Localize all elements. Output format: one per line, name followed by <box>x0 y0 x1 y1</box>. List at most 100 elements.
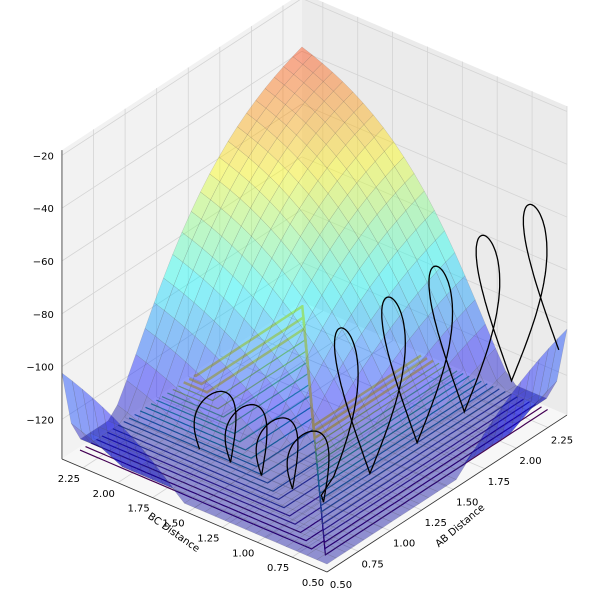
surface-patch <box>306 549 327 560</box>
surface-patch <box>190 459 211 471</box>
surface-patch <box>323 526 344 538</box>
surface-patch <box>275 367 296 404</box>
contour-line <box>178 338 440 446</box>
surface-patch <box>378 480 399 491</box>
surface-patch <box>354 124 375 148</box>
surface-patch <box>402 410 423 432</box>
surface-patch <box>301 497 322 509</box>
surface-patch <box>229 172 250 200</box>
surface-patch <box>250 475 271 487</box>
surface-patch <box>312 294 333 328</box>
surface-patch <box>389 282 409 317</box>
surface-patch <box>358 225 379 257</box>
surface-patch <box>247 120 268 144</box>
surface-patch <box>299 476 320 488</box>
surface-patch <box>193 278 214 313</box>
surface-patch <box>262 257 283 290</box>
surface-patch <box>368 243 389 275</box>
surface-patch <box>508 410 530 423</box>
grid-line <box>301 103 568 218</box>
surface-patch <box>239 181 260 209</box>
surface-patch <box>310 234 331 265</box>
back-right-pane <box>301 0 567 416</box>
surface-patch <box>429 375 450 412</box>
surface-patch <box>117 412 139 430</box>
grid-line <box>222 370 463 528</box>
surface-patch <box>214 509 235 521</box>
surface-patch <box>349 238 370 269</box>
surface-patch <box>373 412 394 440</box>
surface-patch <box>305 111 326 134</box>
surface-patch <box>338 473 359 484</box>
surface-patch <box>302 279 323 313</box>
surface-patch <box>415 219 436 251</box>
y-tick-label: 0.50 <box>302 578 324 589</box>
surface-patch <box>337 168 357 196</box>
surface-patch <box>297 455 318 467</box>
surface-patch <box>452 442 474 454</box>
surface-patch <box>444 458 465 470</box>
contour-line <box>96 401 530 538</box>
surface-patch <box>274 84 295 105</box>
surface-patch <box>92 397 113 458</box>
y-tick-label: 2.00 <box>93 489 115 500</box>
surface-patch <box>153 277 174 311</box>
surface-patch <box>307 459 328 471</box>
surface-patch <box>109 435 130 447</box>
surface-patch <box>324 111 345 134</box>
surface-patch <box>469 409 490 421</box>
surface-patch <box>346 157 367 184</box>
surface-patch <box>233 286 254 320</box>
surface-patch <box>89 426 110 438</box>
axis-lines <box>61 150 568 573</box>
surface-patch <box>166 352 187 389</box>
surface-patch <box>423 439 444 451</box>
surface-patch <box>61 372 82 432</box>
surface-patch <box>327 180 348 208</box>
surface-patch <box>140 448 161 460</box>
surface-patch <box>333 362 354 399</box>
surface-patch <box>344 418 365 447</box>
surface-patch <box>177 397 198 434</box>
surface-patch <box>191 218 212 249</box>
surface-patch <box>194 501 215 513</box>
surface-patch <box>283 56 304 75</box>
surface-patch <box>176 361 197 398</box>
surface-patch <box>432 433 453 445</box>
surface-patch <box>182 239 203 271</box>
surface-patch <box>482 406 503 452</box>
surface-patch <box>416 249 437 283</box>
surface-patch <box>244 523 266 534</box>
surface-patch <box>119 439 141 451</box>
surface-patch <box>129 433 150 445</box>
surface-patch <box>326 155 347 182</box>
surface-patch <box>259 175 280 202</box>
surface-patch <box>457 343 478 379</box>
surface-patch <box>365 454 387 466</box>
surface-patch <box>213 499 234 511</box>
surface-patch <box>82 388 103 449</box>
surface-patch <box>129 444 151 455</box>
surface-patch <box>392 423 413 438</box>
surface-patch <box>478 403 499 415</box>
grid-line <box>117 325 358 484</box>
surface-patch <box>526 393 548 405</box>
surface-patch <box>352 518 373 530</box>
surface-patch <box>200 464 221 475</box>
surface-patch <box>294 82 315 103</box>
surface-patch <box>170 461 192 473</box>
grid-line <box>152 340 393 498</box>
surface-patch <box>455 275 476 310</box>
x-tick-label: 2.00 <box>519 456 541 467</box>
surface-patch <box>333 81 354 102</box>
surface-patch <box>491 393 512 446</box>
surface-patch <box>274 525 295 537</box>
surface-patch <box>91 439 112 453</box>
surface-patch <box>309 206 330 236</box>
surface-patch <box>396 210 417 241</box>
surface-patch <box>281 252 302 284</box>
surface-patch <box>323 90 344 112</box>
surface-patch <box>195 345 216 382</box>
surface-patch <box>244 329 265 365</box>
